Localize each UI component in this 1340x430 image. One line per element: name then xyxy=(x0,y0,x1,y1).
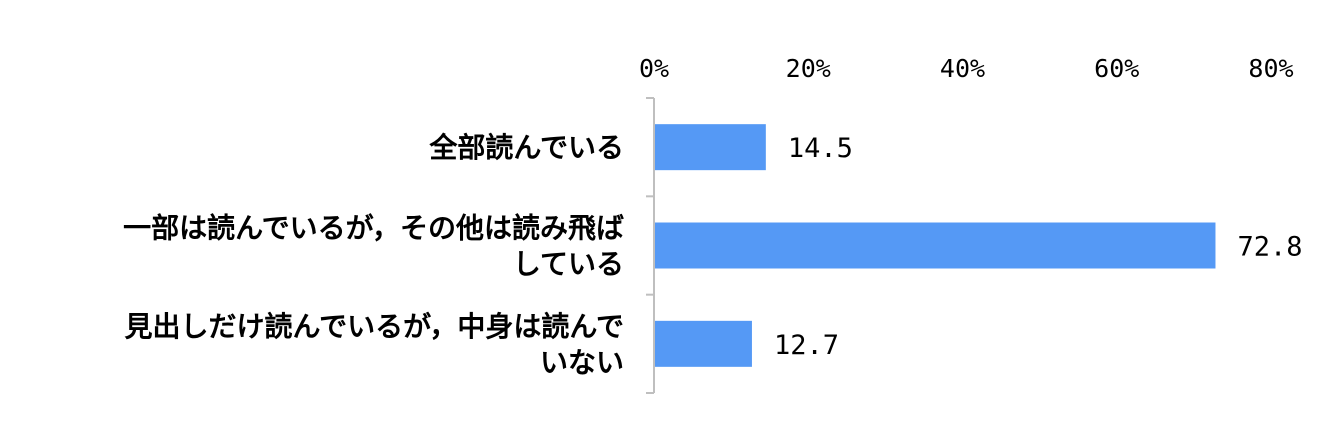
x-tick-label: 40% xyxy=(940,54,985,83)
category-label: 一部は読んでいるが，その他は読み飛ば xyxy=(123,212,624,245)
category-labels: 全部読んでいる一部は読んでいるが，その他は読み飛ばしている見出しだけ読んでいるが… xyxy=(123,131,624,379)
bar xyxy=(655,124,766,171)
x-tick-label: 60% xyxy=(1094,54,1139,83)
category-label: いない xyxy=(540,346,624,379)
value-labels: 14.5 72.8 12.7 xyxy=(774,133,1303,361)
category-label: している xyxy=(513,248,624,281)
x-tick-label: 0% xyxy=(639,54,669,83)
y-axis xyxy=(646,97,655,394)
bar-value-label: 72.8 xyxy=(1237,232,1302,263)
bar xyxy=(655,320,752,367)
category-label: 見出しだけ読んでいるが，中身は読んで xyxy=(124,310,624,343)
bars xyxy=(655,124,1216,367)
x-axis-ticks: 0% 20% 40% 60% 80% xyxy=(639,54,1294,83)
bar-value-label: 12.7 xyxy=(774,330,839,361)
category-label: 全部読んでいる xyxy=(428,131,624,164)
bar-value-label: 14.5 xyxy=(788,133,853,164)
x-tick-label: 80% xyxy=(1248,54,1293,83)
x-tick-label: 20% xyxy=(786,54,831,83)
bar xyxy=(655,222,1216,269)
